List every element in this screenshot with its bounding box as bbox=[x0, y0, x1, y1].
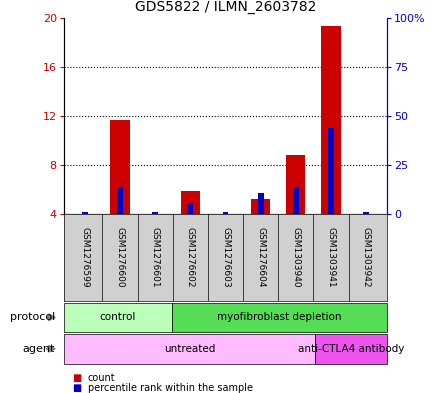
Text: GSM1303942: GSM1303942 bbox=[362, 227, 370, 288]
Text: GSM1276601: GSM1276601 bbox=[150, 227, 160, 288]
Bar bbox=[181, 191, 200, 214]
Bar bbox=[363, 212, 369, 214]
Text: percentile rank within the sample: percentile rank within the sample bbox=[88, 383, 253, 393]
Text: control: control bbox=[99, 312, 136, 322]
Text: count: count bbox=[88, 373, 116, 383]
Text: myofibroblast depletion: myofibroblast depletion bbox=[217, 312, 341, 322]
Bar bbox=[321, 26, 341, 214]
Bar bbox=[64, 334, 315, 364]
Bar bbox=[152, 212, 158, 214]
Bar bbox=[82, 212, 88, 214]
Bar bbox=[146, 213, 165, 214]
Bar bbox=[216, 213, 235, 214]
Text: agent: agent bbox=[22, 344, 55, 354]
Bar bbox=[223, 212, 228, 214]
Text: GSM1303941: GSM1303941 bbox=[326, 227, 335, 288]
Text: ■: ■ bbox=[73, 383, 82, 393]
Text: GSM1276604: GSM1276604 bbox=[256, 227, 265, 288]
Text: untreated: untreated bbox=[164, 344, 215, 354]
Text: GSM1276599: GSM1276599 bbox=[81, 227, 89, 288]
Title: GDS5822 / ILMN_2603782: GDS5822 / ILMN_2603782 bbox=[135, 0, 316, 14]
Text: GSM1276603: GSM1276603 bbox=[221, 227, 230, 288]
Bar bbox=[75, 213, 95, 214]
Bar bbox=[110, 119, 130, 214]
Text: GSM1303940: GSM1303940 bbox=[291, 227, 301, 288]
Bar bbox=[172, 303, 387, 332]
Text: protocol: protocol bbox=[10, 312, 55, 322]
Text: GSM1276602: GSM1276602 bbox=[186, 227, 195, 288]
Bar bbox=[315, 334, 387, 364]
Bar bbox=[64, 303, 172, 332]
Bar bbox=[258, 193, 264, 214]
Bar bbox=[251, 199, 270, 214]
Bar bbox=[328, 128, 334, 214]
Bar bbox=[286, 155, 305, 214]
Text: ■: ■ bbox=[73, 373, 82, 383]
Bar bbox=[356, 213, 376, 214]
Text: GSM1276600: GSM1276600 bbox=[116, 227, 125, 288]
Bar bbox=[117, 187, 123, 214]
Bar bbox=[293, 187, 299, 214]
Bar bbox=[187, 204, 193, 214]
Text: anti-CTLA4 antibody: anti-CTLA4 antibody bbox=[298, 344, 404, 354]
